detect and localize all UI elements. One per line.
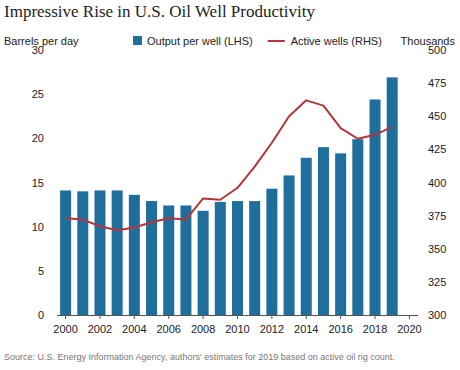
bar <box>352 139 363 315</box>
bar <box>284 175 295 315</box>
y-tick-label: 25 <box>32 88 44 100</box>
plot-area <box>60 77 398 315</box>
bar <box>249 201 260 315</box>
y2-tick-label: 375 <box>428 210 446 222</box>
bar <box>387 77 398 315</box>
y-tick-label: 0 <box>38 309 44 321</box>
legend-swatch <box>268 40 285 42</box>
x-axis-line <box>57 315 418 316</box>
x-tick-label: 2006 <box>156 323 180 335</box>
bar <box>60 190 71 315</box>
bar <box>266 189 277 315</box>
bar <box>180 205 191 315</box>
y2-tick-label: 475 <box>428 77 446 89</box>
bar <box>301 158 312 315</box>
x-tick-label: 2020 <box>397 323 421 335</box>
bar <box>112 190 123 315</box>
bar <box>370 99 381 315</box>
x-tick-label: 2010 <box>225 323 249 335</box>
y2-tick-label: 400 <box>428 177 446 189</box>
y-tick-label: 10 <box>32 221 44 233</box>
x-tick-label: 2012 <box>260 323 284 335</box>
bar <box>146 201 157 315</box>
bar <box>232 201 243 315</box>
chart: Impressive Rise in U.S. Oil Well Product… <box>0 0 460 370</box>
y-tick-label: 15 <box>32 177 44 189</box>
bar <box>215 202 226 315</box>
y2-tick-label: 450 <box>428 110 446 122</box>
y2-tick-label: 425 <box>428 143 446 155</box>
x-tick-label: 2016 <box>328 323 352 335</box>
x-tick-label: 2004 <box>122 323 146 335</box>
x-tick-label: 2014 <box>294 323 318 335</box>
x-tick-label: 2018 <box>363 323 387 335</box>
bar <box>77 191 88 315</box>
bar <box>335 153 346 315</box>
bar <box>198 211 209 315</box>
y2-tick-label: 325 <box>428 276 446 288</box>
legend-label: Output per well (LHS) <box>147 35 253 47</box>
bar <box>129 195 140 315</box>
bar <box>318 147 329 315</box>
legend-swatch <box>133 36 142 45</box>
y-tick-label: 30 <box>32 44 44 56</box>
y2-tick-label: 300 <box>428 309 446 321</box>
y-tick-label: 5 <box>38 265 44 277</box>
y2-tick-label: 350 <box>428 243 446 255</box>
y-tick-label: 20 <box>32 132 44 144</box>
bar <box>94 190 105 315</box>
bar <box>163 205 174 315</box>
x-tick-label: 2008 <box>191 323 215 335</box>
legend-label: Active wells (RHS) <box>291 35 382 47</box>
source-note: Source: U.S. Energy Information Agency, … <box>4 352 395 362</box>
line <box>66 100 393 230</box>
title: Impressive Rise in U.S. Oil Well Product… <box>4 2 315 21</box>
x-tick-label: 2002 <box>88 323 112 335</box>
y2-tick-label: 500 <box>428 44 446 56</box>
x-tick-label: 2000 <box>53 323 77 335</box>
